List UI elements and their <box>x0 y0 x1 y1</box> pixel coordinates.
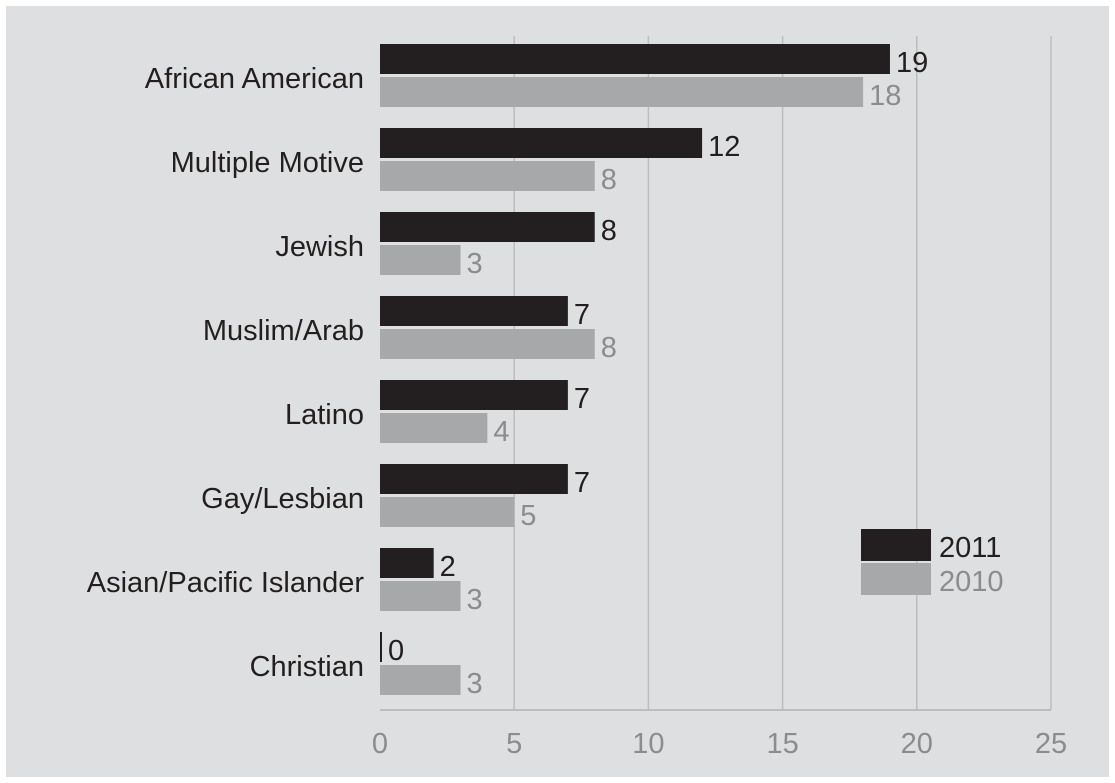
data-label: 3 <box>467 668 483 700</box>
category-label: Multiple Motive <box>171 147 364 179</box>
category-label: Gay/Lesbian <box>201 483 364 515</box>
bar <box>380 380 568 410</box>
data-label: 3 <box>467 248 483 280</box>
data-label: 2 <box>440 551 456 583</box>
category-label: Jewish <box>275 231 364 263</box>
bar <box>380 161 595 191</box>
x-tick-label: 25 <box>1035 728 1067 760</box>
data-label: 8 <box>601 332 617 364</box>
x-tick-label: 10 <box>632 728 664 760</box>
data-label: 7 <box>574 467 590 499</box>
legend-swatch <box>861 529 931 561</box>
data-label: 3 <box>467 584 483 616</box>
data-label: 0 <box>388 635 404 667</box>
legend-swatch <box>861 563 931 595</box>
data-label: 8 <box>601 164 617 196</box>
bar <box>380 77 864 107</box>
bar <box>380 413 488 443</box>
category-label: Asian/Pacific Islander <box>87 567 365 599</box>
bar <box>380 245 461 275</box>
bar <box>380 296 568 326</box>
data-label: 7 <box>574 299 590 331</box>
x-tick-label: 0 <box>372 728 388 760</box>
bar <box>380 497 515 527</box>
bars <box>380 44 890 695</box>
bar <box>380 44 890 74</box>
category-label: Latino <box>285 399 364 431</box>
x-tick-label: 5 <box>506 728 522 760</box>
data-label: 19 <box>896 47 928 79</box>
x-tick-label: 15 <box>766 728 798 760</box>
bar <box>380 665 461 695</box>
category-label: Christian <box>250 651 364 683</box>
data-label: 12 <box>708 131 740 163</box>
chart-area: 0 5 10 15 20 25 African American 19 18 Multiple M… <box>6 6 1109 777</box>
category-label: African American <box>145 63 364 95</box>
bar <box>380 464 568 494</box>
bar <box>380 212 595 242</box>
data-label: 8 <box>601 215 617 247</box>
bar <box>380 329 595 359</box>
category-label: Muslim/Arab <box>203 315 364 347</box>
data-label: 18 <box>869 80 901 112</box>
data-label: 7 <box>574 383 590 415</box>
legend-label: 2011 <box>939 532 1001 564</box>
data-label: 4 <box>493 416 509 448</box>
x-tick-label: 20 <box>901 728 933 760</box>
legend-label: 2010 <box>939 566 1004 598</box>
bar <box>380 581 461 611</box>
bar <box>380 632 382 662</box>
data-label: 5 <box>520 500 536 532</box>
bar <box>380 128 703 158</box>
bar <box>380 548 434 578</box>
